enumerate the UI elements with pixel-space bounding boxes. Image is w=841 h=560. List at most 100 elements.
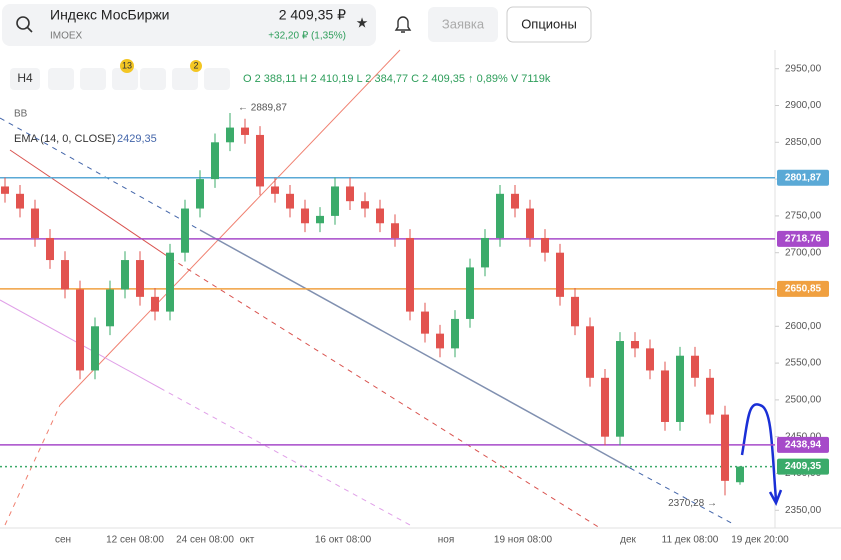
price: 2 409,35 ₽ <box>279 7 346 23</box>
y-tick-label: 2550,00 <box>785 358 822 369</box>
button[interactable] <box>428 7 498 42</box>
level-label: 2650,85 <box>785 284 822 295</box>
candle-body <box>556 252 564 297</box>
y-tick-label: 2850,00 <box>785 137 822 148</box>
annotation: 2370,28 → <box>668 498 717 509</box>
trend-line <box>159 387 411 526</box>
search-icon <box>26 26 33 33</box>
candle-body <box>631 341 639 349</box>
candle-body <box>166 252 174 312</box>
level-tag <box>777 436 829 453</box>
candle-body <box>316 215 324 224</box>
candle-body <box>151 296 159 312</box>
x-tick-label: 24 сен 08:00 <box>176 535 234 546</box>
candle-body <box>46 237 54 261</box>
candle-body <box>481 237 489 268</box>
x-tick-label: дек <box>620 535 636 546</box>
plot: 2350,002400,002450,002500,002550,002600,… <box>0 63 829 546</box>
candle-body <box>286 193 294 209</box>
tool[interactable] <box>140 68 166 90</box>
candle-body <box>301 208 309 224</box>
ema-value: 2429,35 <box>117 133 157 145</box>
button-label: Заявка <box>442 16 485 31</box>
candle-body <box>181 208 189 253</box>
candle-body <box>421 311 429 334</box>
candle-body <box>271 186 279 194</box>
candle-body <box>586 326 594 378</box>
tool[interactable] <box>48 68 74 90</box>
tool[interactable] <box>172 68 198 90</box>
y-tick-label: 2500,00 <box>785 395 822 406</box>
trend-line <box>169 257 601 529</box>
tool[interactable] <box>10 68 40 90</box>
candle-body <box>226 127 234 143</box>
candle-body <box>76 289 84 371</box>
y-tick-label: 2600,00 <box>785 321 822 332</box>
bell-icon[interactable] <box>394 16 412 33</box>
change: +32,20 ₽ (1,35%) <box>268 31 346 42</box>
candle-body <box>736 466 744 483</box>
candle-body <box>466 267 474 319</box>
candle-body <box>436 333 444 349</box>
level-tag <box>777 280 829 297</box>
candle-body <box>31 208 39 238</box>
trend-line <box>199 229 631 469</box>
trend-line <box>9 149 171 259</box>
candle-body <box>571 296 579 327</box>
candle-body <box>691 355 699 378</box>
candle-body <box>136 260 144 297</box>
candle-body <box>376 208 384 224</box>
x-tick-label: окт <box>240 535 255 546</box>
x-tick-label: 11 дек 08:00 <box>662 535 719 546</box>
badge <box>120 59 134 73</box>
button[interactable] <box>506 6 592 43</box>
x-tick-label: сен <box>55 535 71 546</box>
candle-body <box>451 318 459 349</box>
candle-body <box>1 186 9 194</box>
annotation: ← 2889,87 <box>238 103 287 114</box>
candle-body <box>121 260 129 290</box>
candle-body <box>346 186 354 202</box>
candle-body <box>601 377 609 437</box>
title: Индекс МосБиржи <box>50 7 170 23</box>
ema: EMA (14, 0, CLOSE) <box>14 133 115 145</box>
search-box[interactable] <box>2 4 376 46</box>
indicator: BB <box>14 109 28 120</box>
x-tick-label: 19 ноя 08:00 <box>494 535 553 546</box>
candle-body <box>526 208 534 238</box>
level-tag <box>777 169 829 186</box>
trend-line <box>4 404 61 526</box>
trend-line <box>0 117 201 231</box>
candle-body <box>616 341 624 437</box>
candle-body <box>106 289 114 327</box>
interval: H4 <box>17 71 33 85</box>
badge <box>190 60 202 72</box>
candle-body <box>496 193 504 238</box>
trend-line <box>59 49 401 406</box>
level-tag <box>777 458 829 475</box>
candle-body <box>541 237 549 253</box>
level-label: 2718,76 <box>785 234 822 245</box>
x-tick-label: ноя <box>438 535 455 546</box>
tool[interactable] <box>204 68 230 90</box>
x-tick-label: 16 окт 08:00 <box>315 535 372 546</box>
trend-line <box>629 467 736 526</box>
tool[interactable] <box>80 68 106 90</box>
candle-body <box>61 260 69 290</box>
candle-body <box>676 355 684 422</box>
tool[interactable] <box>112 68 138 90</box>
candle-body <box>211 142 219 180</box>
level-tag <box>777 230 829 247</box>
candle-body <box>241 127 249 135</box>
candle-body <box>706 377 714 415</box>
level-label: 2409,35 <box>785 461 822 472</box>
ohlc: O 2 388,11 H 2 410,19 L 2 384,77 C 2 409… <box>243 73 551 85</box>
star[interactable]: ★ <box>356 15 369 31</box>
hand-drawing <box>740 403 778 501</box>
ticker: IMOEX <box>50 31 83 42</box>
level-label: 2438,94 <box>785 439 822 450</box>
candle-body <box>331 186 339 216</box>
y-tick-label: 2950,00 <box>785 63 822 74</box>
x-tick-label: 19 дек 20:00 <box>731 535 789 546</box>
hand-drawing <box>768 489 783 506</box>
